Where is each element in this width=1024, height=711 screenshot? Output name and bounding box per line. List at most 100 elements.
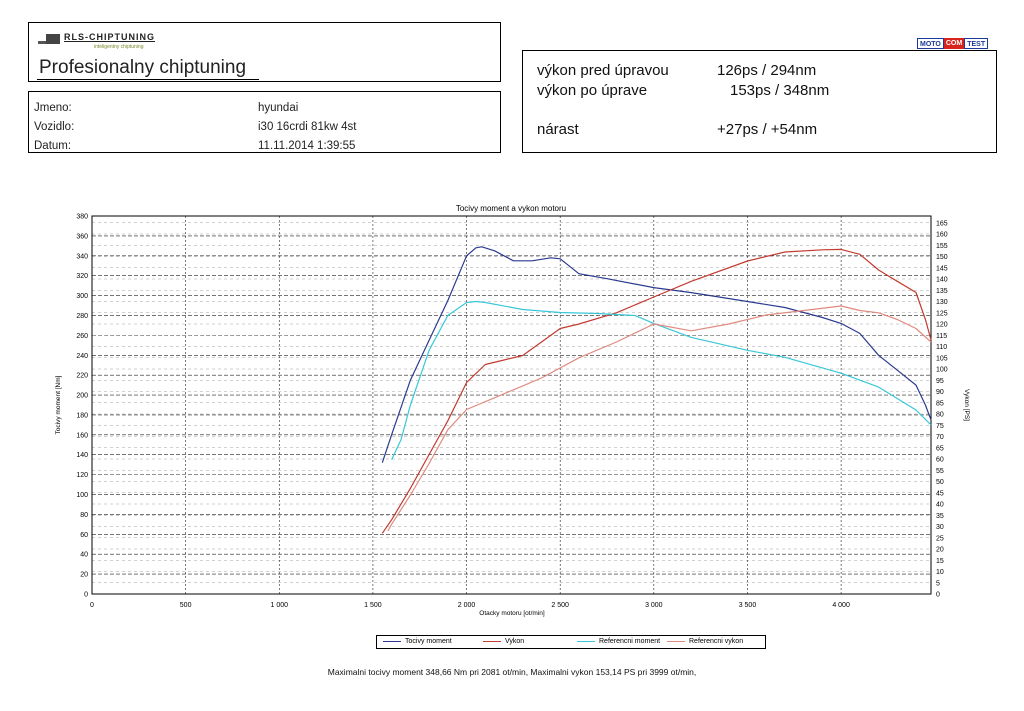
x-tick-label: 3 000: [645, 602, 663, 609]
page-title: Profesionalny chiptuning: [39, 57, 247, 78]
power-before-value: 126ps / 294nm: [717, 62, 817, 79]
power-gain-label: nárast: [537, 121, 579, 138]
y-tick-label: 80: [80, 512, 88, 519]
y-tick-label: 40: [80, 552, 88, 559]
y2-tick-label: 45: [936, 490, 944, 497]
chart-legend: Tocivy moment Vykon Referencni moment Re…: [376, 635, 766, 649]
x-tick-label: 0: [90, 602, 94, 609]
legend-item-torque: Tocivy moment: [383, 638, 452, 645]
y2-tick-label: 60: [936, 457, 944, 464]
y2-tick-label: 105: [936, 355, 948, 362]
y2-tick-label: 110: [936, 344, 947, 351]
y-tick-label: 20: [80, 572, 88, 579]
y2-tick-label: 35: [936, 513, 944, 520]
x-tick-label: 500: [180, 602, 192, 609]
legend-label: Tocivy moment: [405, 638, 452, 645]
y2-tick-label: 85: [936, 400, 944, 407]
y2-tick-label: 115: [936, 333, 947, 340]
legend-label: Referencni moment: [599, 638, 661, 645]
plot-frame: [91, 215, 932, 595]
y2-tick-label: 25: [936, 535, 944, 542]
x-tick-label: 1 500: [364, 602, 382, 609]
y-tick-label: 380: [76, 214, 88, 221]
y-tick-label: 260: [76, 333, 88, 340]
legend-label: Vykon: [505, 638, 525, 645]
y2-tick-label: 155: [936, 243, 948, 250]
info-value-date: 11.11.2014 1:39:55: [258, 140, 356, 152]
torque-line: [381, 246, 932, 463]
legend-item-ref-power: Referencni vykon: [667, 638, 743, 645]
power-line: [381, 248, 932, 534]
y2-tick-label: 95: [936, 378, 944, 385]
y2-tick-label: 80: [936, 412, 944, 419]
y2-tick-label: 75: [936, 423, 944, 430]
y2-tick-label: 150: [936, 254, 948, 261]
motocomtest-logo: MOTO COM TEST: [917, 38, 989, 49]
y2-tick-label: 100: [936, 367, 948, 374]
y2-tick-label: 5: [936, 580, 940, 587]
y2-tick-label: 20: [936, 547, 944, 554]
y2-tick-label: 145: [936, 265, 948, 272]
y2-tick-label: 160: [936, 232, 948, 239]
y-tick-label: 340: [76, 253, 88, 260]
x-tick-label: 2 500: [551, 602, 569, 609]
x-axis: 0 500 1 000 1 500 2 000 2 500 3 000 3 500 4 000: [90, 602, 850, 609]
legend-item-ref-torque: Referencni moment: [577, 638, 660, 645]
logo-subtext: inteligentny chiptuning: [94, 44, 144, 50]
y2-tick-label: 120: [936, 322, 948, 329]
y2-tick-label: 130: [936, 299, 948, 306]
y2-tick-label: 70: [936, 434, 944, 441]
ref-power-line: [387, 305, 932, 532]
logo-text: RLS-CHIPTUNING: [64, 32, 155, 42]
info-box: [28, 91, 501, 153]
y2-tick-label: 30: [936, 524, 944, 531]
y2-tick-label: 40: [936, 502, 944, 509]
rls-logo: RLS-CHIPTUNING inteligentny chiptuning: [38, 30, 208, 52]
power-gain-value: +27ps / +54nm: [717, 121, 818, 138]
y-tick-label: 240: [76, 353, 88, 360]
y2-axis-label: Vykon [PS]: [963, 389, 970, 421]
title-underline: [37, 79, 259, 80]
y2-tick-label: 50: [936, 479, 944, 486]
y-tick-label: 160: [76, 432, 88, 439]
brand-part-moto: MOTO: [917, 38, 944, 49]
chart-grid: [91, 215, 931, 595]
y-axis-label: Tocivy moment [Nm]: [55, 375, 62, 434]
ref-torque-line: [391, 300, 932, 460]
y-tick-label: 200: [76, 393, 88, 400]
y-tick-label: 180: [76, 412, 88, 419]
brand-part-com: COM: [943, 38, 965, 49]
y-tick-label: 320: [76, 273, 88, 280]
y-tick-label: 100: [76, 492, 88, 499]
y-tick-label: 60: [80, 532, 88, 539]
y2-tick-label: 165: [936, 220, 948, 227]
power-after-label: výkon po úprave: [537, 82, 648, 99]
y-tick-label: 0: [84, 592, 88, 599]
y2-tick-label: 125: [936, 310, 948, 317]
info-label-name: Jmeno:: [34, 102, 72, 114]
y-tick-label: 280: [76, 313, 88, 320]
y-axis-right: 0 5 10 15 20 25 30 35 40 45 50 55 60 65 70 75 80 85 90 95 10…: [936, 220, 948, 598]
y2-tick-label: 140: [936, 277, 948, 284]
y2-tick-label: 15: [936, 558, 944, 565]
max-values-footer: Maximalni tocivy moment 348,66 Nm pri 20…: [327, 667, 697, 677]
brand-part-test: TEST: [964, 38, 989, 49]
legend-item-power: Vykon: [483, 638, 524, 645]
series-lines: [381, 246, 932, 534]
y2-tick-label: 90: [936, 389, 944, 396]
y-tick-label: 360: [76, 233, 88, 240]
x-tick-label: 1 000: [271, 602, 289, 609]
y-tick-label: 140: [76, 452, 88, 459]
y-tick-label: 120: [76, 472, 88, 479]
power-summary-box: [522, 50, 997, 153]
x-axis-label: Otacky motoru [ot/min]: [479, 610, 545, 617]
x-tick-label: 4 000: [832, 602, 850, 609]
info-label-date: Datum:: [34, 140, 72, 152]
y-tick-label: 220: [76, 373, 88, 380]
y2-tick-label: 0: [936, 592, 940, 599]
info-value-vehicle: i30 16crdi 81kw 4st: [258, 121, 357, 133]
y-tick-label: 300: [76, 293, 88, 300]
x-tick-label: 2 000: [458, 602, 476, 609]
y2-tick-label: 65: [936, 445, 944, 452]
